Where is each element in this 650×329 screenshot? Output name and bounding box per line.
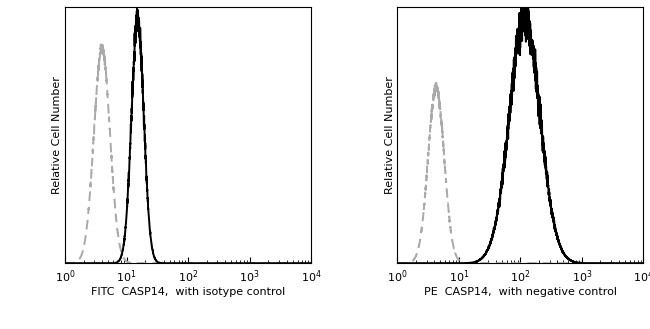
Y-axis label: Relative Cell Number: Relative Cell Number bbox=[52, 76, 62, 194]
X-axis label: FITC  CASP14,  with isotype control: FITC CASP14, with isotype control bbox=[91, 288, 285, 297]
Y-axis label: Relative Cell Number: Relative Cell Number bbox=[385, 76, 395, 194]
X-axis label: PE  CASP14,  with negative control: PE CASP14, with negative control bbox=[424, 288, 617, 297]
